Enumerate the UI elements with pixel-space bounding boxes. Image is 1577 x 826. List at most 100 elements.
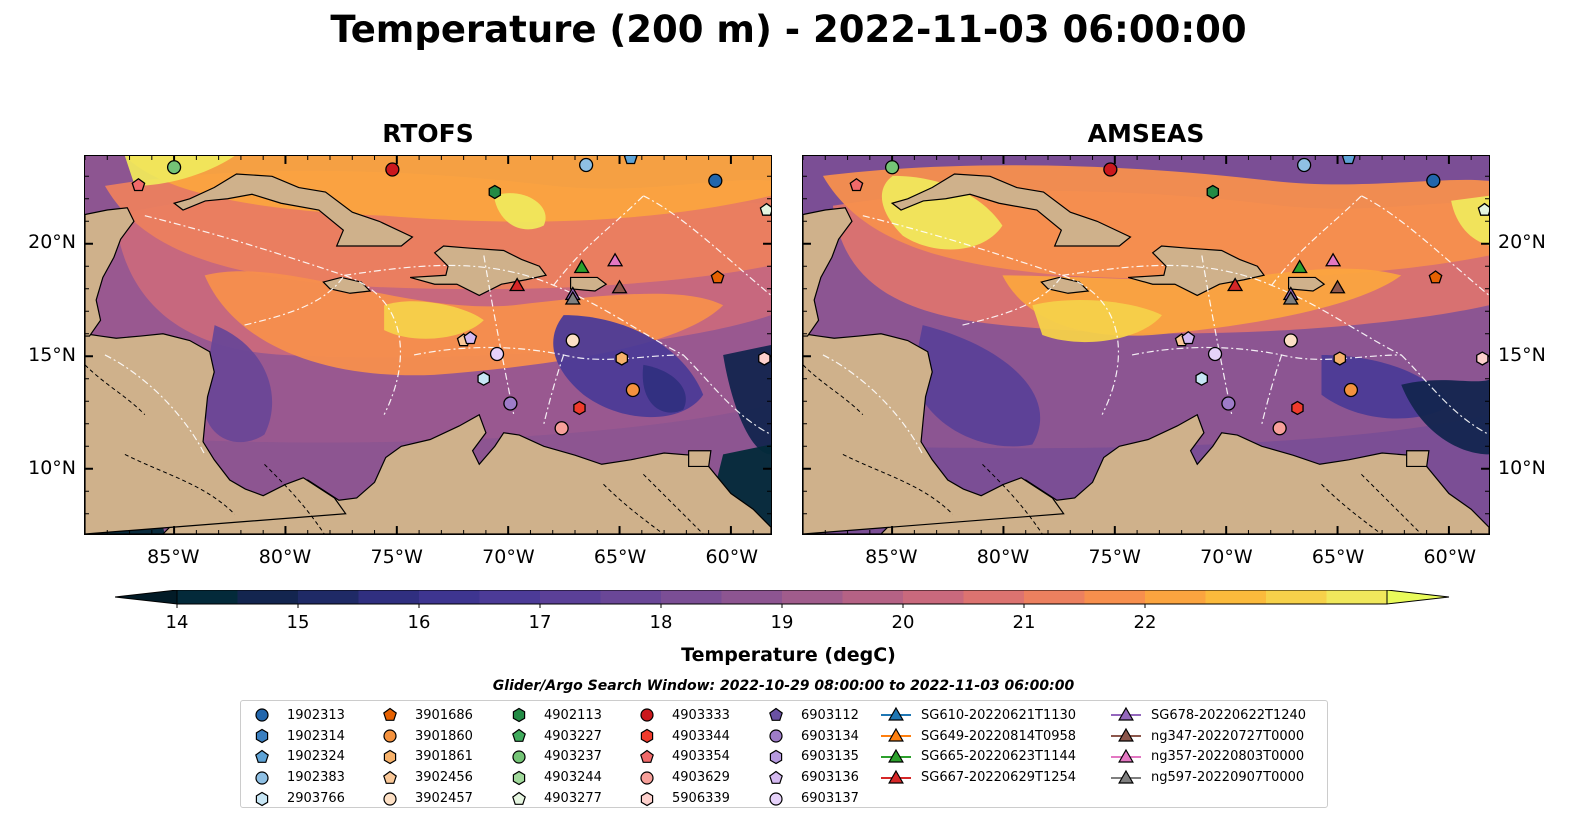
amseas-glider-SG667-20220629T1254: [1227, 277, 1244, 292]
amseas-land-centralAmerica: [803, 333, 1065, 534]
rtofs-land-cuba: [172, 173, 414, 247]
legend-item: 4903244: [502, 767, 602, 788]
amseas-country-borders: [803, 364, 1422, 534]
amseas-argo-5906339: [1476, 351, 1489, 366]
rtofs-argo-4903344: [573, 400, 586, 416]
colorbar-segment: [419, 590, 480, 604]
legend-label: 4902113: [544, 707, 602, 723]
legend-item: 2903766: [245, 788, 345, 809]
triangle-marker-icon: [1111, 748, 1141, 763]
colorbar-tick-15: 15: [287, 612, 310, 630]
rtofs-glider-SG665-20220623T1144: [573, 259, 590, 274]
legend-item: 3901860: [373, 726, 473, 747]
amseas-argo-1902313: [1426, 173, 1441, 188]
legend-column-0: 1902313 1902314 1902324 1902383 2903766: [245, 705, 345, 809]
legend-label: 4903244: [544, 770, 602, 786]
legend-item: 6903112: [759, 705, 859, 726]
amseas-lat-tick-0: 20°N: [1498, 231, 1546, 254]
colorbar-segment: [782, 590, 843, 604]
legend-label: 3902457: [415, 791, 473, 807]
amseas-argo-4903354: [849, 177, 864, 192]
rtofs-argo-1902324: [623, 156, 638, 165]
legend-label: 4903344: [672, 728, 730, 744]
legend-label: ng597-20220907T0000: [1151, 770, 1305, 786]
amseas-argo-3902457: [1283, 333, 1298, 348]
amseas-argo-3901860: [1343, 382, 1359, 398]
rtofs-land-puertoRico: [569, 276, 608, 292]
legend-label: 3902456: [415, 770, 473, 786]
rtofs-argo-4903333: [385, 162, 400, 177]
legend-item: 6903134: [759, 726, 859, 747]
colorbar-segment: [842, 590, 904, 604]
circle-marker-icon: [640, 708, 654, 722]
hexagon-marker-icon: [255, 791, 269, 806]
legend-label: 6903112: [801, 707, 859, 723]
pentagon-marker-icon: [769, 708, 783, 722]
legend-item: 3902456: [373, 767, 473, 788]
legend-item: 4903227: [502, 726, 602, 747]
colorbar-segment: [479, 590, 541, 604]
legend-label: SG665-20220623T1144: [921, 749, 1077, 765]
colorbar-segment: [237, 590, 299, 604]
colorbar-tick-20: 20: [892, 612, 915, 630]
amseas-argo-3901686: [1428, 270, 1443, 284]
legend-column-6: SG678-20220622T1240 ng347-20220727T0000 ng…: [1109, 705, 1306, 788]
rtofs-argo-3901861: [615, 351, 629, 366]
colorbar-segment: [1326, 590, 1388, 604]
pentagon-marker-icon: [512, 791, 526, 805]
legend-column-3: 4903333 4903344 4903354 4903629 5906339: [630, 705, 730, 809]
rtofs-argo-4903237: [166, 160, 182, 175]
rtofs-argo-4903354: [131, 177, 146, 192]
amseas-glider-SG665-20220623T1144: [1291, 259, 1308, 274]
legend-label: 4903277: [544, 791, 602, 807]
amseas-lon-tick-0: 85°W: [865, 546, 918, 568]
legend-item: 3901686: [373, 705, 473, 726]
amseas-lat-tick-1: 15°N: [1498, 344, 1546, 367]
rtofs-argo-3901860: [625, 382, 641, 398]
colorbar-label: Temperature (degC): [681, 644, 896, 666]
triangle-marker-icon: [1111, 727, 1141, 742]
colorbar-over-arrow: [1386, 590, 1450, 605]
rtofs-lat-tick-0: 20°N: [28, 231, 76, 254]
colorbar-tick-18: 18: [650, 612, 673, 630]
legend-label: 6903134: [801, 728, 859, 744]
colorbar-tick-16: 16: [408, 612, 431, 630]
amseas-argo-6903134: [1221, 396, 1236, 411]
legend-label: SG667-20220629T1254: [921, 770, 1077, 786]
amseas-argo-2903766: [1195, 371, 1208, 386]
amseas-lon-tick-2: 75°W: [1088, 546, 1141, 568]
colorbar-tick-17: 17: [529, 612, 552, 630]
rtofs-eez-boundaries: [104, 195, 771, 455]
legend-item: ng357-20220803T0000: [1109, 747, 1306, 768]
legend-label: 6903136: [801, 770, 859, 786]
legend-item: 4903277: [502, 788, 602, 809]
pentagon-marker-icon: [255, 749, 269, 763]
rtofs-land-trinidad: [688, 450, 712, 468]
amseas-argo-6903137: [1207, 346, 1223, 362]
circle-marker-icon: [255, 771, 269, 785]
legend-item: 3902457: [373, 788, 473, 809]
colorbar-tick-14: 14: [166, 612, 189, 630]
legend-label: SG678-20220622T1240: [1151, 707, 1307, 723]
colorbar-segment: [1205, 590, 1267, 604]
search-window-text: Glider/Argo Search Window: 2022-10-29 08…: [492, 678, 1075, 694]
amseas-argo-4903237: [884, 160, 900, 175]
colorbar-segment: [1084, 590, 1146, 604]
rtofs-land-jamaica: [322, 276, 372, 294]
colorbar-segment: [358, 590, 420, 604]
amseas-land-yucatan: [803, 207, 853, 337]
rtofs-land-centralAmerica: [85, 333, 347, 534]
amseas-lon-tick-1: 80°W: [976, 546, 1030, 568]
rtofs-argo-6903136: [463, 330, 478, 345]
legend-column-2: 4902113 4903227 4903237 4903244 4903277: [502, 705, 602, 809]
amseas-land-hispaniola: [1127, 245, 1266, 297]
colorbar-segment: [903, 590, 964, 604]
legend-column-5: SG610-20220621T1130 SG649-20220814T0958 SG…: [879, 705, 1076, 788]
triangle-marker-icon: [881, 748, 911, 763]
legend-item: SG649-20220814T0958: [879, 726, 1076, 747]
amseas-lon-tick-4: 65°W: [1311, 546, 1365, 568]
legend-item: ng597-20220907T0000: [1109, 767, 1306, 788]
legend-label: 4903333: [672, 707, 730, 723]
rtofs-argo-1902383: [579, 157, 594, 173]
legend-item: 5906339: [630, 788, 730, 809]
